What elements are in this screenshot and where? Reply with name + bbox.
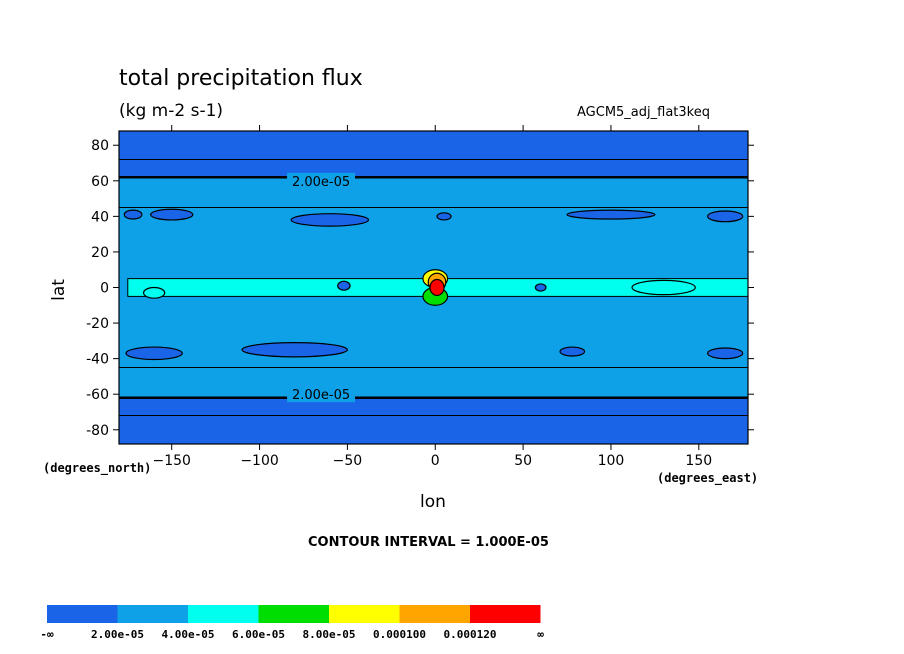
precip-blob	[631, 279, 696, 296]
colorbar-swatch	[47, 605, 118, 623]
chart-units: (kg m-2 s-1)	[119, 101, 224, 121]
precip-blob	[142, 286, 166, 299]
colorbar-label: -∞	[40, 628, 54, 641]
colorbar-swatch	[258, 605, 329, 623]
colorbar-swatch	[117, 605, 188, 623]
precip-blob	[706, 347, 744, 360]
dataset-name: AGCM5_adj_flat3keq	[577, 105, 710, 120]
precip-band	[119, 397, 748, 444]
colorbar-swatch	[329, 605, 400, 623]
y-tick-label: -60	[86, 387, 109, 403]
precip-band	[119, 131, 748, 178]
y-tick-label: 40	[91, 209, 109, 225]
colorbar-label: 4.00e-05	[162, 628, 215, 641]
contour-label: 2.00e-05	[292, 388, 350, 403]
precip-blob	[125, 346, 183, 361]
x-tick-label: 150	[685, 453, 712, 469]
x-axis-label: lon	[420, 492, 446, 512]
y-tick-label: 80	[91, 138, 109, 154]
y-tick-label: 0	[100, 281, 109, 297]
x-tick-label: −100	[240, 453, 278, 469]
precip-blob	[706, 210, 744, 223]
precip-blob	[123, 209, 143, 220]
chart-title: total precipitation flux	[119, 66, 363, 91]
colorbar-label: 2.00e-05	[91, 628, 144, 641]
colorbar-label: 0.000120	[444, 628, 497, 641]
y-tick-label: -80	[86, 423, 109, 439]
precip-blob	[290, 213, 370, 227]
plot-area: 2.00e-05 2.00e-05	[119, 131, 748, 444]
x-axis-units: (degrees_east)	[657, 471, 759, 485]
y-tick-label: -40	[86, 352, 109, 368]
x-tick-label: −150	[152, 453, 190, 469]
y-tick-label: 60	[91, 174, 109, 190]
x-tick-label: 100	[598, 453, 625, 469]
precip-band	[119, 367, 748, 398]
y-tick-label: 20	[91, 245, 109, 261]
x-tick-label: 50	[514, 453, 532, 469]
contour-interval-label: CONTOUR INTERVAL = 1.000E-05	[308, 535, 549, 550]
x-tick-label: 0	[431, 453, 440, 469]
colorbar-label: 6.00e-05	[232, 628, 285, 641]
colorbar-label: 0.000100	[373, 628, 426, 641]
colorbar-label: ∞	[537, 628, 544, 641]
precip-blob	[566, 209, 656, 220]
precip-blob	[436, 212, 452, 221]
colorbar-swatch	[399, 605, 470, 623]
contour-label: 2.00e-05	[292, 175, 350, 190]
x-tick-label: −50	[333, 453, 363, 469]
y-tick-label: -20	[86, 316, 109, 332]
contour-label-bg	[287, 172, 356, 189]
y-axis-units: (degrees_north)	[43, 461, 152, 475]
precip-blob	[150, 208, 194, 221]
precip-blob	[241, 342, 349, 358]
precip-blob	[429, 278, 445, 297]
precip-blob	[337, 280, 351, 291]
precip-blob	[534, 283, 547, 292]
colorbar-label: 8.00e-05	[303, 628, 356, 641]
precip-blob	[559, 346, 586, 357]
precip-band	[119, 177, 748, 208]
contour-label-bg	[287, 386, 356, 403]
colorbar-swatch	[188, 605, 259, 623]
colorbar-swatch	[470, 605, 541, 623]
